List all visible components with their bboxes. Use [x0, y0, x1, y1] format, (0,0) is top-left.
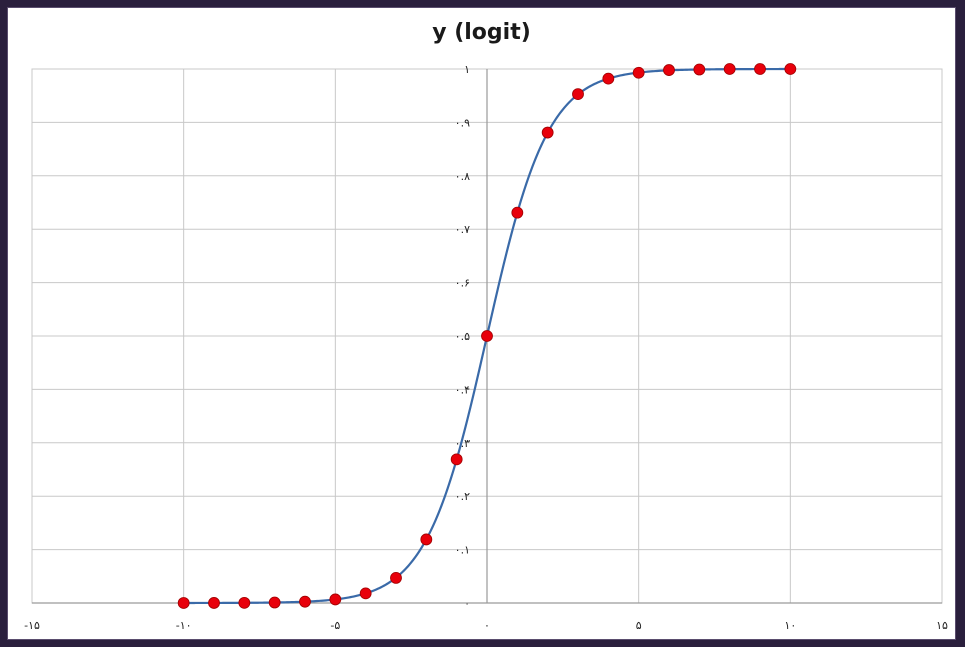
axis-layer: -۱۵-۱۰-۵۰۵۱۰۱۵۰۰.۱۰.۲۰.۳۰.۴۰.۵۰.۶۰.۷۰.۸۰…	[24, 63, 948, 632]
data-point	[208, 597, 220, 609]
x-tick-label: ۱۵	[936, 619, 948, 632]
data-point	[632, 66, 645, 79]
data-point	[541, 126, 554, 139]
logit-chart: -۱۵-۱۰-۵۰۵۱۰۱۵۰۰.۱۰.۲۰.۳۰.۴۰.۵۰.۶۰.۷۰.۸۰…	[24, 63, 948, 632]
y-tick-label: ۰.۸	[455, 170, 470, 183]
y-tick-label: ۰.۳	[455, 437, 470, 450]
data-point	[754, 63, 766, 75]
data-point	[359, 587, 372, 600]
data-point	[723, 63, 736, 75]
y-tick-label: ۰.۵	[455, 330, 470, 343]
x-tick-label: ۱۰	[784, 619, 796, 632]
data-point	[693, 63, 706, 76]
data-point	[784, 63, 797, 75]
data-point	[511, 206, 524, 219]
y-tick-label: ۰.۶	[455, 277, 470, 290]
data-point	[481, 330, 493, 342]
x-tick-label: -۵	[330, 619, 340, 632]
data-point	[177, 597, 190, 609]
x-tick-label: ۵	[636, 619, 642, 632]
data-point	[572, 88, 584, 100]
x-tick-label: -۱۰	[176, 619, 192, 632]
x-tick-label: ۰	[484, 619, 490, 632]
y-tick-label: ۱	[464, 63, 470, 76]
data-point	[602, 72, 615, 85]
marker-layer	[177, 63, 797, 609]
chart-title: y (logit)	[432, 20, 531, 45]
y-tick-label: ۰.۴	[455, 383, 470, 396]
data-point	[238, 596, 251, 609]
y-tick-label: ۰.۲	[455, 490, 470, 503]
y-tick-label: ۰.۷	[455, 223, 470, 236]
data-point	[663, 64, 675, 76]
x-tick-label: -۱۵	[24, 619, 40, 632]
data-point	[420, 533, 433, 546]
data-point	[329, 593, 342, 606]
data-point	[390, 572, 402, 584]
data-point	[450, 453, 463, 466]
chart-frame: y (logit) -۱۵-۱۰-۵۰۵۱۰۱۵۰۰.۱۰.۲۰.۳۰.۴۰.۵…	[7, 7, 956, 640]
y-tick-label: ۰.۹	[455, 116, 470, 129]
data-point	[268, 596, 281, 609]
y-tick-label: ۰.۱	[455, 544, 470, 557]
data-point	[299, 595, 311, 608]
